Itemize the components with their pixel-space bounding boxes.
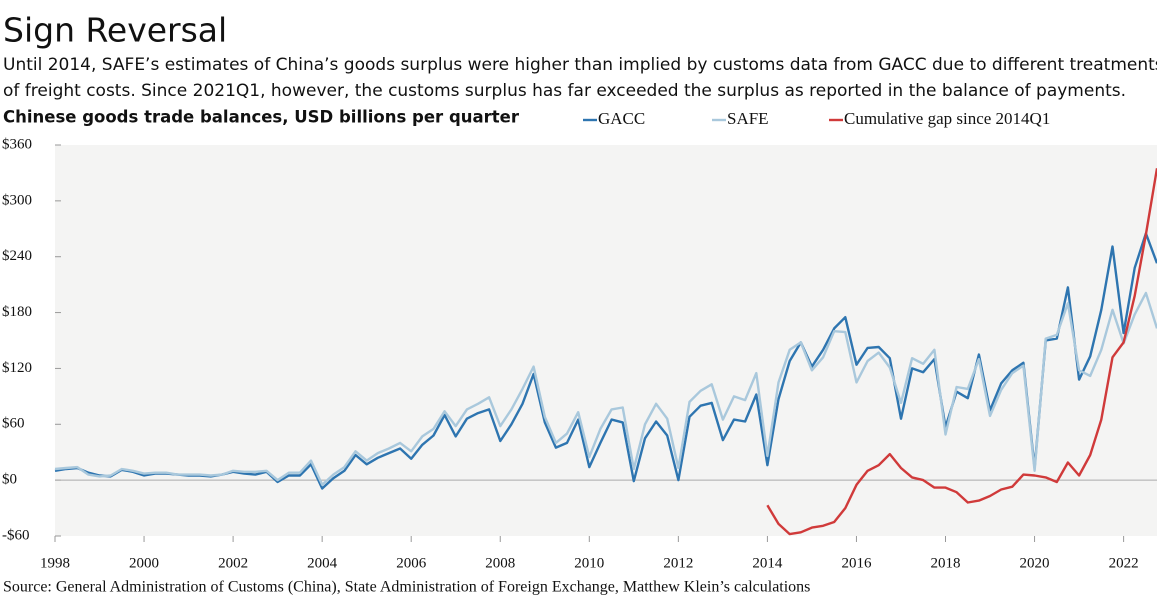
x-tick-label: 1998 bbox=[40, 555, 70, 571]
y-tick-label: $0 bbox=[2, 472, 17, 488]
x-tick-label: 2000 bbox=[129, 555, 159, 571]
subtitle: of freight costs. Since 2021Q1, however,… bbox=[3, 81, 1126, 101]
plot-area bbox=[55, 145, 1157, 536]
y-tick-label: -$60 bbox=[2, 527, 30, 543]
x-tick-label: 2022 bbox=[1109, 555, 1139, 571]
subtitle: Until 2014, SAFE’s estimates of China’s … bbox=[3, 55, 1157, 75]
x-tick-label: 2008 bbox=[485, 555, 515, 571]
y-tick-label: $60 bbox=[2, 416, 25, 432]
series-line bbox=[766, 168, 1157, 536]
y-tick-label: $180 bbox=[2, 304, 32, 320]
y-tick-label: $120 bbox=[2, 360, 32, 376]
x-tick-label: 2004 bbox=[307, 555, 338, 571]
legend-label: GACC bbox=[598, 109, 645, 128]
x-tick-label: 2002 bbox=[218, 555, 248, 571]
x-tick-label: 2016 bbox=[841, 555, 872, 571]
source: Source: General Administration of Custom… bbox=[3, 579, 810, 596]
y-axis-label: Chinese goods trade balances, USD billio… bbox=[3, 108, 520, 127]
x-tick-label: 2010 bbox=[574, 555, 604, 571]
legend-label: Cumulative gap since 2014Q1 bbox=[844, 109, 1050, 128]
y-tick-label: $240 bbox=[2, 248, 32, 264]
legend-label: SAFE bbox=[727, 109, 769, 128]
x-tick-label: 2012 bbox=[663, 555, 693, 571]
x-tick-label: 2020 bbox=[1020, 555, 1050, 571]
series-line bbox=[54, 291, 1157, 486]
x-tick-label: 2014 bbox=[752, 555, 783, 571]
chart-title: Sign Reversal bbox=[3, 11, 227, 50]
x-tick-label: 2018 bbox=[931, 555, 961, 571]
x-tick-label: 2006 bbox=[396, 555, 427, 571]
y-tick-label: $360 bbox=[2, 136, 32, 152]
y-tick-label: $300 bbox=[2, 192, 32, 208]
